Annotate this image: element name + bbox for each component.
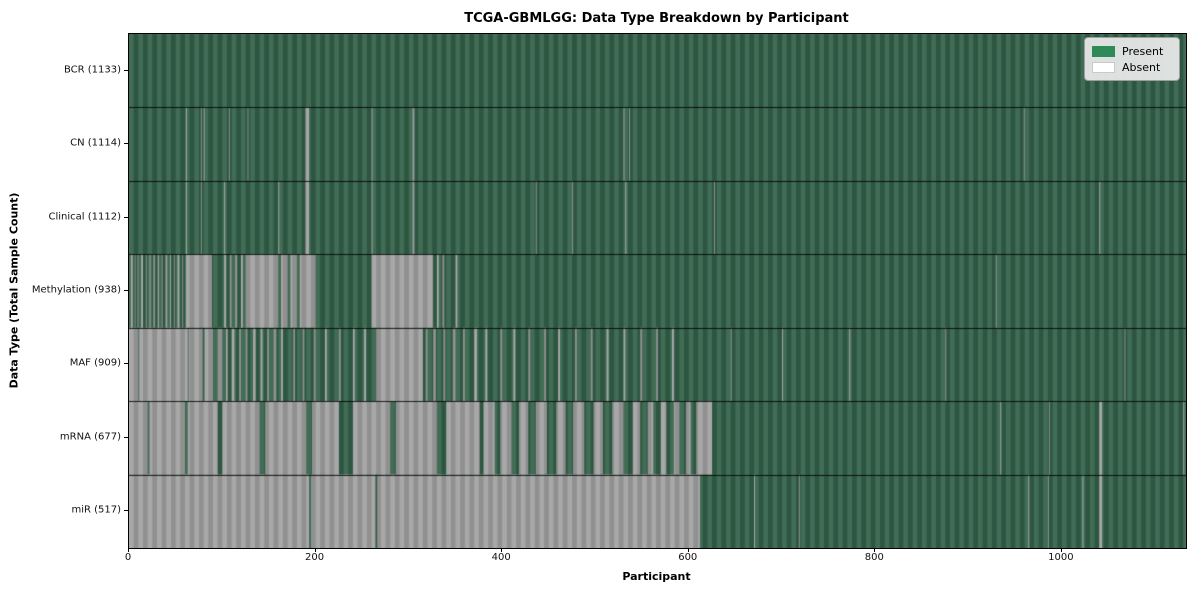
absent-swatch-icon: [1092, 61, 1115, 73]
x-tick-label-800: 800: [864, 552, 884, 563]
y-tick-label-mrna: mRNA (677): [59, 431, 121, 443]
y-tick-label-mir: miR (517): [71, 504, 121, 516]
y-tick-mark: [124, 69, 128, 71]
x-tick-mark: [1060, 548, 1062, 552]
y-tick-label-bcr: BCR (1133): [63, 64, 121, 76]
x-tick-label-1000: 1000: [1048, 552, 1074, 563]
x-tick-mark: [501, 548, 503, 552]
presence-matrix-canvas: [129, 34, 1186, 548]
y-tick-mark: [124, 216, 128, 218]
y-axis-label: Data Type (Total Sample Count): [7, 192, 21, 389]
y-tick-label-maf: MAF (909): [69, 357, 121, 369]
y-tick-mark: [124, 510, 128, 512]
y-tick-mark: [124, 436, 128, 438]
x-tick-mark: [128, 548, 129, 552]
legend: Present Absent: [1084, 37, 1180, 81]
y-tick-mark: [124, 143, 128, 145]
y-tick-label-cn: CN (1114): [70, 137, 121, 149]
x-tick-mark: [874, 548, 876, 552]
x-tick-mark: [687, 548, 689, 552]
plot-area: [128, 33, 1187, 549]
x-tick-mark: [314, 548, 316, 552]
legend-item-absent: Absent: [1092, 59, 1172, 75]
y-tick-label-clinical: Clinical (1112): [48, 211, 122, 223]
present-swatch-icon: [1092, 45, 1115, 57]
chart-title: TCGA-GBMLGG: Data Type Breakdown by Part…: [464, 11, 849, 26]
x-tick-label-200: 200: [305, 552, 325, 563]
legend-item-present: Present: [1092, 43, 1172, 59]
y-tick-label-methylation: Methylation (938): [31, 284, 121, 296]
x-tick-label-0: 0: [124, 552, 132, 563]
y-tick-mark: [124, 363, 128, 365]
x-axis-label: Participant: [622, 570, 691, 583]
legend-label-present: Present: [1122, 44, 1164, 58]
y-tick-mark: [124, 290, 128, 291]
x-tick-label-400: 400: [491, 552, 511, 563]
legend-label-absent: Absent: [1122, 60, 1161, 74]
x-tick-label-600: 600: [678, 552, 698, 563]
